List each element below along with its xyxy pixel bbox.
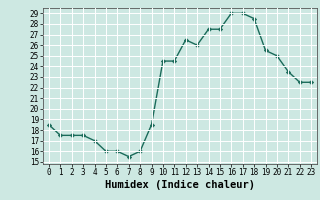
X-axis label: Humidex (Indice chaleur): Humidex (Indice chaleur) [105, 180, 255, 190]
